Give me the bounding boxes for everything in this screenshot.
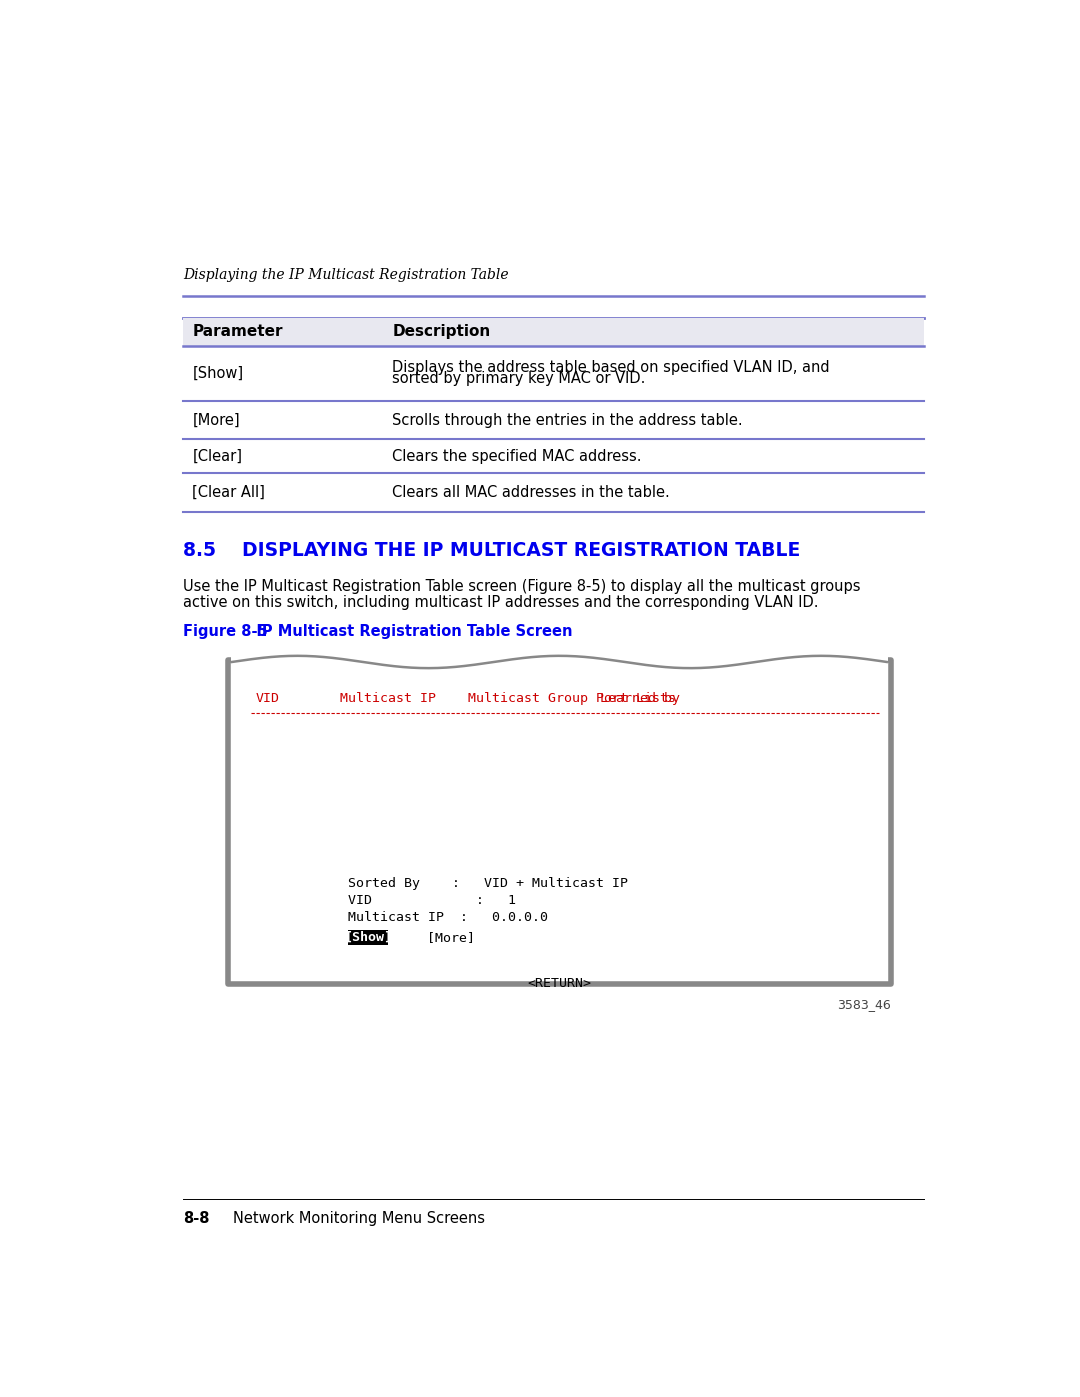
Text: 8.5    DISPLAYING THE IP MULTICAST REGISTRATION TABLE: 8.5 DISPLAYING THE IP MULTICAST REGISTRA…	[183, 542, 800, 560]
Text: Use the IP Multicast Registration Table screen (​Figure 8-5​) to display all the: Use the IP Multicast Registration Table …	[183, 580, 861, 594]
Text: Clears all MAC addresses in the table.: Clears all MAC addresses in the table.	[392, 485, 670, 500]
Text: [More]: [More]	[428, 932, 475, 944]
Text: active on this switch, including multicast IP addresses and the corresponding VL: active on this switch, including multica…	[183, 595, 819, 609]
Text: Multicast Group Port Lists: Multicast Group Port Lists	[469, 693, 676, 705]
Text: Clears the specified MAC address.: Clears the specified MAC address.	[392, 448, 642, 464]
Text: VID             :   1: VID : 1	[348, 894, 516, 907]
Text: [More]: [More]	[192, 412, 240, 427]
Text: IP Multicast Registration Table Screen: IP Multicast Registration Table Screen	[241, 624, 572, 638]
Text: <RETURN>: <RETURN>	[527, 978, 592, 990]
Bar	[348, 930, 389, 946]
Text: [Clear]: [Clear]	[192, 448, 242, 464]
Text: Displaying the IP Multicast Registration Table: Displaying the IP Multicast Registration…	[183, 268, 509, 282]
Text: Sorted By    :   VID + Multicast IP: Sorted By : VID + Multicast IP	[348, 877, 629, 890]
Text: sorted by primary key MAC or VID.: sorted by primary key MAC or VID.	[392, 372, 646, 386]
Bar	[228, 661, 891, 983]
Text: [Clear All]: [Clear All]	[192, 485, 266, 500]
Text: [Show]: [Show]	[345, 932, 392, 944]
Bar	[183, 317, 924, 345]
Text: Learned by: Learned by	[600, 693, 680, 705]
Text: Multicast IP  :   0.0.0.0: Multicast IP : 0.0.0.0	[348, 911, 549, 925]
Text: Scrolls through the entries in the address table.: Scrolls through the entries in the addre…	[392, 412, 743, 427]
Bar	[231, 652, 888, 668]
Text: VID: VID	[255, 693, 279, 705]
Text: Figure 8-5: Figure 8-5	[183, 624, 268, 638]
Text: 8-8: 8-8	[183, 1211, 210, 1227]
Text: Description: Description	[392, 324, 490, 339]
Text: 3583_46: 3583_46	[837, 997, 891, 1010]
Text: Network Monitoring Menu Screens: Network Monitoring Menu Screens	[233, 1211, 485, 1227]
Text: Displays the address table based on specified VLAN ID, and: Displays the address table based on spec…	[392, 360, 829, 376]
Text: Multicast IP: Multicast IP	[340, 693, 436, 705]
Text: [Show]: [Show]	[192, 366, 243, 381]
Text: Parameter: Parameter	[192, 324, 283, 339]
